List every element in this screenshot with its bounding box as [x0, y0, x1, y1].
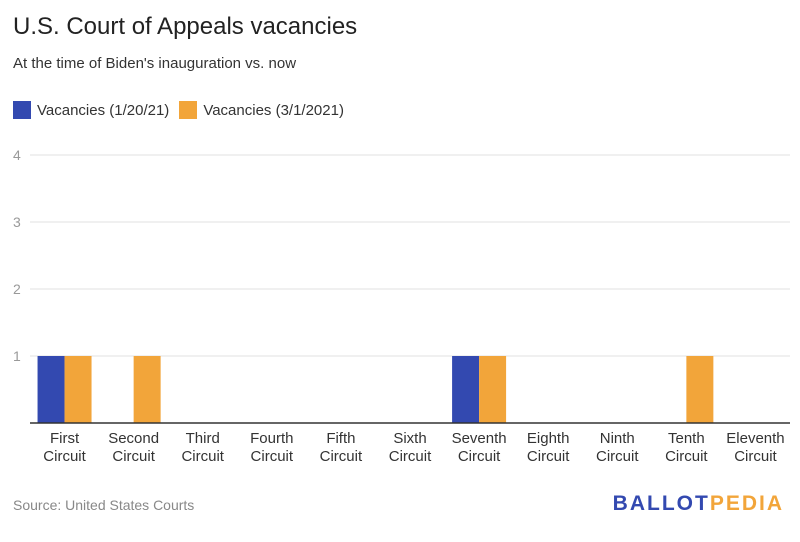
legend-label: Vacancies (1/20/21)	[37, 101, 170, 119]
bar	[64, 356, 92, 423]
x-tick-label: Circuit	[251, 448, 294, 465]
x-tick-label: Ninth	[600, 430, 635, 447]
x-tick-label: Circuit	[734, 448, 777, 465]
bar	[452, 356, 480, 423]
bar	[37, 356, 65, 423]
chart-title: U.S. Court of Appeals vacancies	[13, 13, 358, 40]
ballotpedia-logo: BALLOTPEDIA	[613, 492, 784, 516]
x-tick-label: Seventh	[452, 430, 507, 447]
source-note: Source: United States Courts	[13, 497, 195, 513]
logo-part2: PEDIA	[709, 492, 784, 515]
x-tick-label: Second	[108, 430, 159, 447]
legend: Vacancies (1/20/21) Vacancies (3/1/2021)	[13, 101, 344, 119]
legend-item: Vacancies (1/20/21)	[13, 101, 169, 119]
x-tick-label: Eleventh	[726, 430, 784, 447]
chart-subtitle: At the time of Biden's inauguration vs. …	[13, 55, 297, 72]
legend-item: Vacancies (3/1/2021)	[179, 101, 344, 119]
legend-swatch	[13, 101, 31, 119]
y-tick-label: 4	[13, 147, 21, 163]
x-tick-label: First	[50, 430, 80, 447]
y-tick-label: 3	[13, 214, 21, 230]
x-tick-label: Fifth	[326, 430, 355, 447]
x-tick-label: Circuit	[527, 448, 570, 465]
y-tick-label: 1	[13, 348, 21, 364]
x-tick-label: Circuit	[389, 448, 432, 465]
legend-swatch	[179, 101, 198, 119]
x-tick-label: Circuit	[320, 448, 363, 465]
bar	[686, 356, 714, 423]
x-tick-label: Third	[186, 430, 220, 447]
x-tick-label: Circuit	[181, 448, 224, 465]
x-tick-label: Sixth	[393, 430, 426, 447]
x-tick-label: Tenth	[668, 430, 705, 447]
y-tick-label: 2	[13, 281, 21, 297]
bar	[479, 356, 507, 423]
x-tick-label: Fourth	[250, 430, 293, 447]
x-tick-label: Circuit	[665, 448, 708, 465]
x-tick-label: Circuit	[43, 448, 86, 465]
logo-part1: BALLOT	[612, 492, 710, 515]
x-tick-label: Eighth	[527, 430, 570, 447]
x-tick-label: Circuit	[112, 448, 155, 465]
x-tick-label: Circuit	[596, 448, 639, 465]
legend-label: Vacancies (3/1/2021)	[203, 101, 344, 119]
bar	[133, 356, 161, 423]
x-tick-label: Circuit	[458, 448, 501, 465]
